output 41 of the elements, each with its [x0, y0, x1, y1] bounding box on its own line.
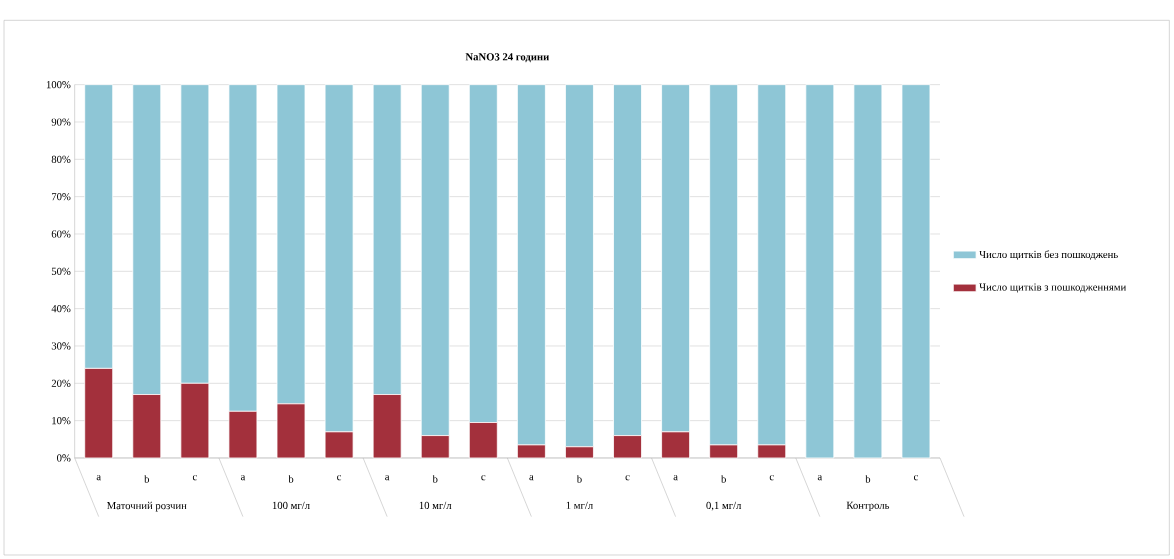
bar [853, 84, 883, 459]
y-tick-label: 0% [57, 454, 71, 462]
x-tick-label: b [144, 475, 150, 483]
y-tick-label: 90% [51, 118, 71, 126]
x-tick-label: c [337, 475, 342, 481]
chart-title: NaNO3 24 години [465, 53, 549, 63]
text: 0,1 мг/л [706, 501, 742, 511]
x-tick-label: c [192, 475, 197, 481]
y-tick-label: 40% [51, 305, 71, 313]
x-tick-label: b [288, 475, 294, 483]
y-tick-label: 30% [51, 342, 71, 350]
legend-label: Число щитків без пошкоджень [979, 250, 1118, 261]
x-tick-label: a [385, 475, 390, 481]
text: Контроль [846, 501, 890, 512]
bar [901, 84, 931, 459]
x-tick-label: c [481, 475, 486, 481]
x-tick-label: a [673, 475, 678, 481]
bar [805, 84, 835, 459]
x-tick-label: a [240, 475, 246, 481]
y-tick-label: 70% [52, 193, 71, 201]
x-tick-label: a [817, 475, 823, 481]
y-tick-label: 60% [51, 230, 71, 238]
text: Маточний розчин [107, 501, 187, 512]
x-tick-label: b [865, 475, 871, 483]
x-tick-label: a [529, 475, 534, 481]
x-tick-label: b [576, 475, 582, 483]
text: 10 мг/л [419, 501, 452, 510]
x-tick-label: c [914, 475, 919, 481]
y-tick-label: 100% [46, 81, 71, 89]
x-tick-label: b [721, 475, 726, 483]
x-tick-label: c [769, 475, 774, 481]
x-tick-label: b [432, 475, 438, 483]
text: 1 мг/л [566, 501, 593, 509]
y-tick-label: 80% [51, 155, 71, 163]
y-tick-label: 10% [52, 417, 71, 425]
y-tick-label: 50% [51, 267, 71, 275]
text: 100 мг/л [272, 501, 310, 510]
y-tick-label: 20% [51, 379, 71, 387]
legend-label: Число щитків з пошкодженнями [979, 283, 1127, 293]
x-tick-label: a [96, 475, 101, 481]
x-tick-label: c [625, 475, 630, 481]
